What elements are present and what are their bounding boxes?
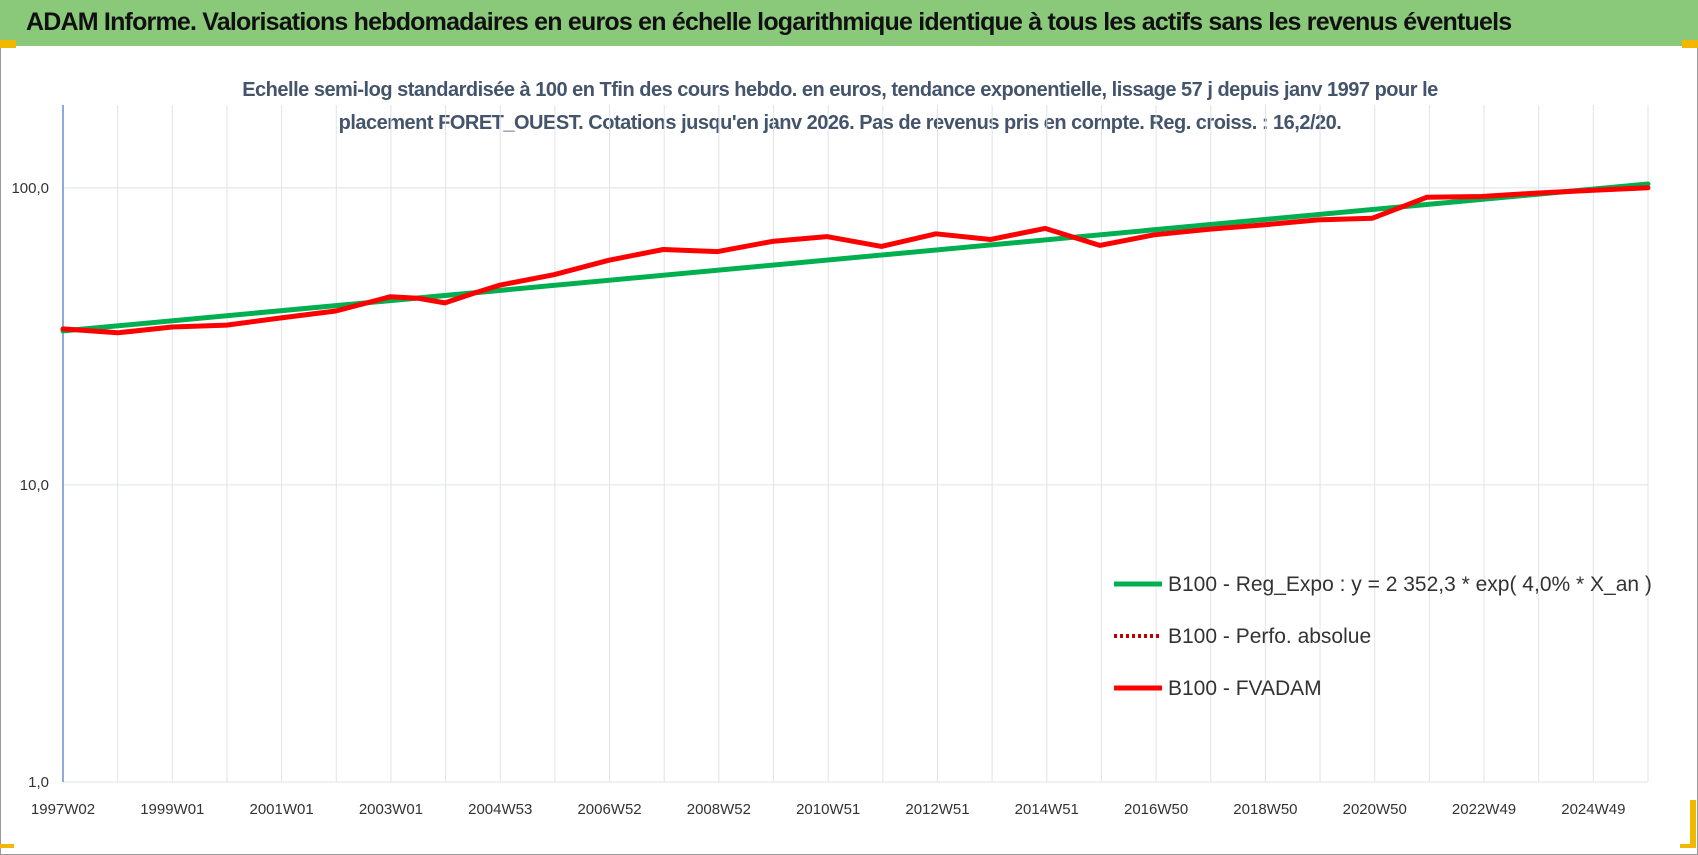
corner-mark-top-right bbox=[1682, 40, 1698, 48]
series-line bbox=[60, 185, 1651, 336]
title-banner: ADAM Informe. Valorisations hebdomadaire… bbox=[0, 0, 1698, 46]
corner-mark-bottom-right-foot bbox=[1680, 844, 1696, 848]
x-tick-label: 2016W50 bbox=[1124, 801, 1188, 818]
x-tick-label: 2024W49 bbox=[1561, 801, 1625, 818]
y-tick-label: 10,0 bbox=[20, 477, 49, 494]
x-tick-label: 2022W49 bbox=[1452, 801, 1516, 818]
banner-title: ADAM Informe. Valorisations hebdomadaire… bbox=[26, 8, 1512, 36]
x-tick-label: 2020W50 bbox=[1343, 801, 1407, 818]
x-tick-label: 2008W52 bbox=[687, 801, 751, 818]
x-tick-label: 1999W01 bbox=[140, 801, 204, 818]
x-tick-label: 2003W01 bbox=[359, 801, 423, 818]
x-tick-label: 2001W01 bbox=[250, 801, 314, 818]
corner-mark-bottom-right bbox=[1690, 800, 1696, 846]
x-tick-label: 2010W51 bbox=[796, 801, 860, 818]
x-tick-label: 2012W51 bbox=[905, 801, 969, 818]
legend-label: B100 - FVADAM bbox=[1168, 677, 1322, 700]
x-tick-label: 2006W52 bbox=[577, 801, 641, 818]
y-tick-label: 100,0 bbox=[11, 180, 49, 197]
x-tick-label: 2004W53 bbox=[468, 801, 532, 818]
corner-mark-bottom-left bbox=[0, 844, 14, 848]
y-tick-label: 1,0 bbox=[28, 774, 49, 791]
x-tick-label: 2018W50 bbox=[1233, 801, 1297, 818]
x-tick-label: 1997W02 bbox=[31, 801, 95, 818]
corner-mark-top-left bbox=[0, 40, 16, 48]
legend-label: B100 - Reg_Expo : y = 2 352,3 * exp( 4,0… bbox=[1168, 573, 1652, 596]
x-tick-label: 2014W51 bbox=[1015, 801, 1079, 818]
legend-label: B100 - Perfo. absolue bbox=[1168, 625, 1371, 648]
chart-subtitle: Echelle semi-log standardisée à 100 en T… bbox=[242, 79, 1438, 134]
series-line bbox=[60, 181, 1651, 334]
